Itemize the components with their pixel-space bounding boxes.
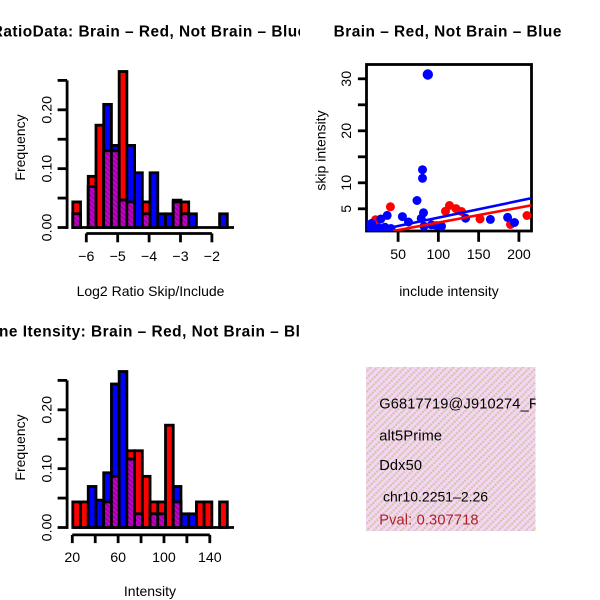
svg-text:−5: −5 (110, 249, 126, 265)
svg-text:0.20: 0.20 (40, 396, 56, 424)
svg-text:0.20: 0.20 (40, 96, 56, 124)
svg-text:Gene Itensity: Brain – Red, No: Gene Itensity: Brain – Red, Not Brain – … (0, 323, 319, 340)
svg-text:include intensity: include intensity (399, 283, 499, 299)
svg-text:30: 30 (339, 71, 355, 87)
svg-text:−3: −3 (172, 249, 188, 265)
svg-text:Frequency: Frequency (12, 114, 28, 180)
svg-text:60: 60 (110, 550, 126, 566)
svg-text:100: 100 (152, 550, 176, 566)
svg-text:Intensity: Intensity (124, 583, 176, 599)
svg-text:200: 200 (507, 247, 531, 263)
svg-text:50: 50 (390, 247, 406, 263)
svg-text:20: 20 (339, 123, 355, 139)
svg-text:Pval: 0.307718: Pval: 0.307718 (379, 513, 478, 529)
svg-text:G6817719@J910274_R02@J910274: G6817719@J910274_R02@J910274 (379, 397, 600, 413)
svg-text:10: 10 (339, 175, 355, 191)
svg-text:Frequency: Frequency (12, 414, 28, 480)
svg-text:RatioData: Brain – Red, Not Br: RatioData: Brain – Red, Not Brain – Blue (0, 23, 307, 40)
svg-text:−4: −4 (141, 249, 157, 265)
svg-text:Ddx50: Ddx50 (379, 458, 422, 474)
svg-text:−2: −2 (204, 249, 220, 265)
svg-text:5: 5 (339, 205, 355, 213)
svg-text:20: 20 (64, 550, 80, 566)
svg-text:0.00: 0.00 (40, 214, 56, 242)
svg-text:chr10.2251–2.26: chr10.2251–2.26 (383, 488, 488, 504)
svg-text:0.00: 0.00 (40, 514, 56, 542)
svg-text:skip intensity: skip intensity (313, 110, 329, 190)
svg-text:100: 100 (427, 247, 451, 263)
svg-text:Brain – Red, Not Brain – Blue: Brain – Red, Not Brain – Blue (334, 23, 562, 40)
svg-text:alt5Prime: alt5Prime (379, 429, 442, 445)
svg-text:−6: −6 (78, 249, 94, 265)
svg-text:150: 150 (467, 247, 491, 263)
svg-text:140: 140 (198, 550, 222, 566)
svg-text:Log2 Ratio Skip/Include: Log2 Ratio Skip/Include (77, 283, 225, 299)
svg-text:0.10: 0.10 (40, 155, 56, 183)
svg-text:0.10: 0.10 (40, 455, 56, 483)
